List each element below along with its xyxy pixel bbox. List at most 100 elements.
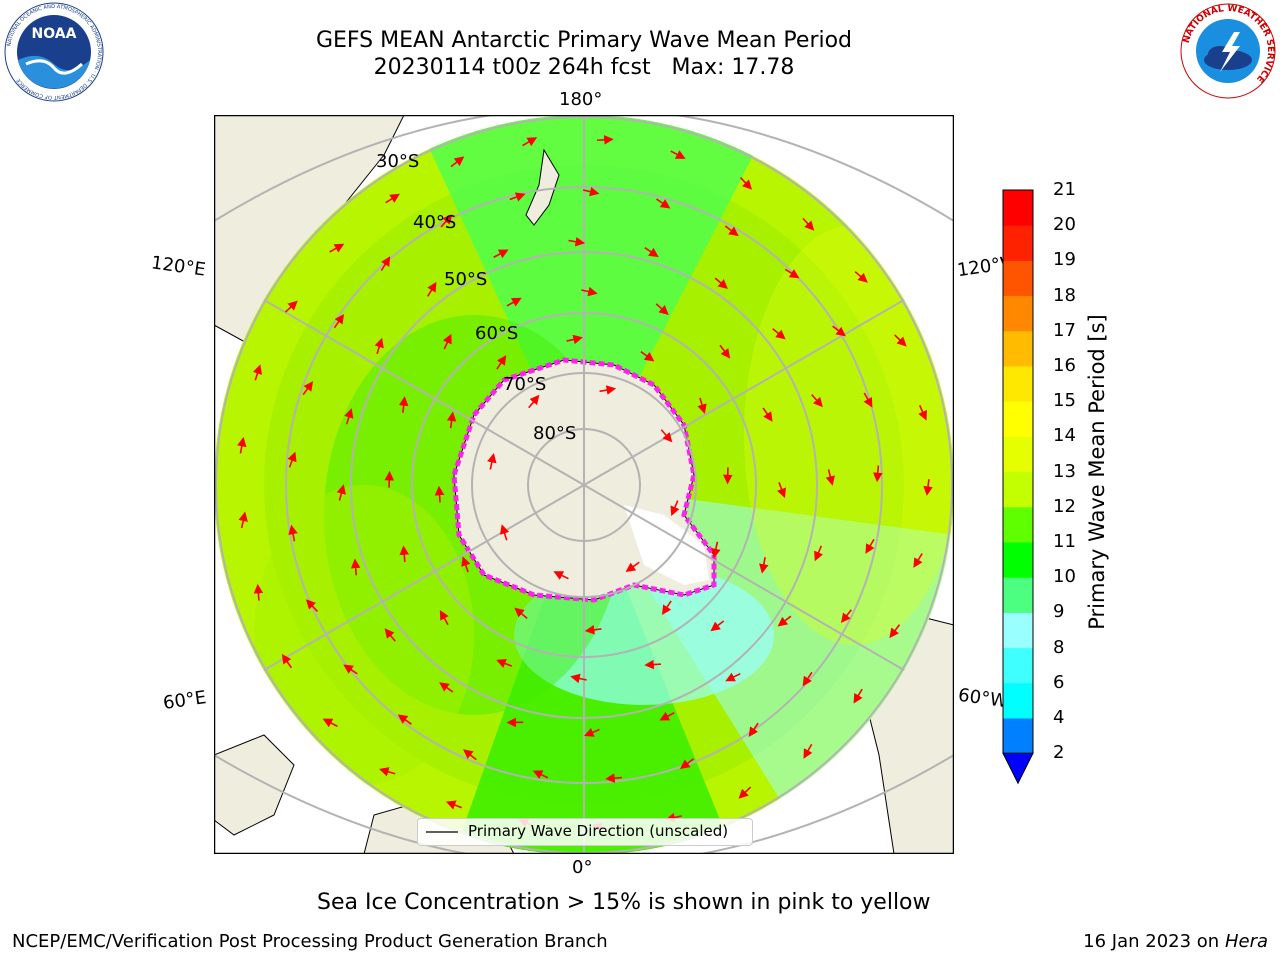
colorbar-segment (1003, 612, 1033, 649)
wave-arrow (439, 610, 449, 626)
colorbar-tick-label: 17 (1053, 319, 1076, 341)
wave-arrow (374, 337, 384, 355)
wave-arrow (343, 664, 358, 675)
lon-label-180: 180° (559, 89, 603, 110)
wave-arrow (532, 770, 549, 780)
wave-arrow (584, 625, 602, 635)
colorbar-segment (1003, 190, 1033, 226)
wave-arrow (840, 609, 852, 624)
wave-arrow (399, 545, 410, 563)
colorbar-tick-label: 16 (1053, 355, 1076, 376)
date-text: 16 Jan 2023 on (1083, 931, 1225, 952)
run-date: 16 Jan 2023 on Hera (1083, 931, 1268, 952)
wave-arrow (725, 672, 741, 682)
wave-arrow (918, 404, 927, 421)
wave-arrow (493, 249, 509, 259)
colorbar-tick-label: 6 (1053, 671, 1065, 693)
wave-arrow (803, 743, 813, 759)
wave-arrow (336, 484, 346, 501)
wave-arrow (719, 344, 731, 359)
noaa-logo: NOAA NATIONAL OCEANIC AND ATMOSPHERIC AD… (4, 2, 104, 102)
wave-arrow (499, 524, 510, 541)
colorbar-tick-label: 21 (1053, 179, 1076, 200)
lon-label-0: 0° (572, 857, 593, 878)
wave-arrow (379, 767, 396, 777)
wave-arrow (287, 451, 297, 468)
wave-arrow (724, 225, 739, 237)
colorbar-tick-label: 14 (1053, 425, 1076, 447)
wave-arrow (237, 436, 247, 454)
new-zealand (525, 148, 560, 226)
wave-arrow (599, 385, 617, 395)
colorbar-tick-label: 19 (1053, 249, 1076, 271)
wave-arrow (670, 500, 680, 517)
lat-label-60s: 60°S (475, 323, 519, 344)
wave-arrow (570, 673, 587, 684)
machine-name: Hera (1224, 931, 1268, 952)
wave-arrow (568, 236, 586, 247)
wave-arrow (923, 479, 933, 496)
colorbar-tick-label: 18 (1053, 284, 1076, 306)
credit-line: NCEP/EMC/Verification Post Processing Pr… (12, 931, 608, 952)
wave-arrow (656, 198, 671, 209)
colorbar-segment (1003, 647, 1033, 684)
lat-label-80s: 80°S (533, 423, 577, 444)
wave-arrow (333, 313, 345, 329)
wave-arrow (582, 186, 600, 197)
wave-arrow (322, 718, 338, 728)
wave-arrow (872, 465, 883, 483)
nws-logo: NATIONAL WEATHER SERVICE (1180, 3, 1276, 99)
colorbar-tick-label: 4 (1053, 707, 1065, 728)
wave-arrow (832, 325, 846, 337)
wave-arrow (802, 671, 813, 687)
wave-arrow (398, 396, 409, 413)
wave-arrow (397, 714, 412, 725)
wave-arrow (854, 271, 868, 283)
chart-subtitle: 20230114 t00z 264h fcst Max: 17.78 (373, 55, 795, 80)
colorbar-tick-label: 10 (1053, 566, 1076, 588)
colorbar-tick-label: 2 (1053, 742, 1065, 764)
wave-arrow (714, 277, 728, 290)
wave-arrow (584, 727, 600, 737)
wave-arrow (748, 722, 759, 737)
wave-arrow (759, 557, 769, 574)
wave-arrow (427, 281, 437, 297)
colorbar-tick-label: 11 (1053, 531, 1076, 552)
wave-arrow (252, 364, 263, 381)
wave-arrow (380, 256, 391, 271)
wave-arrow (238, 511, 248, 529)
wave-arrow (802, 217, 815, 231)
colorbar-segment (1003, 260, 1033, 297)
wave-arrow (461, 556, 471, 573)
colorbar-segment (1003, 330, 1033, 367)
colorbar-tick-label: 9 (1053, 601, 1065, 623)
colorbar-tick-label: 8 (1053, 636, 1065, 658)
wave-arrow (487, 453, 497, 470)
wave-arrow (463, 749, 477, 761)
wave-arrow (496, 659, 513, 668)
wave-arrow (506, 297, 522, 307)
wave-direction-arrows (237, 135, 933, 833)
map-legend: Primary Wave Direction (unscaled) (417, 818, 753, 846)
wave-arrow (738, 786, 752, 799)
wave-arrow (644, 247, 659, 258)
lat-label-30s: 30°S (376, 151, 420, 172)
wave-arrow (655, 303, 669, 315)
wave-arrow (528, 394, 540, 409)
lon-label-60e: 60°E (161, 687, 208, 714)
wave-arrow (710, 620, 725, 632)
colorbar-label: Primary Wave Mean Period [s] (1085, 314, 1109, 630)
colorbar-segment (1003, 577, 1033, 613)
legend-label: Primary Wave Direction (unscaled) (468, 822, 729, 840)
colorbar-segment (1003, 718, 1033, 754)
wave-arrow (762, 407, 773, 422)
lat-label-70s: 70°S (503, 374, 547, 395)
colorbar-tick-label: 15 (1053, 390, 1076, 412)
wave-arrow (439, 682, 454, 693)
wave-arrow (711, 541, 721, 559)
colorbar-extend-triangle (1002, 752, 1034, 785)
colorbar-segment (1003, 682, 1033, 719)
wave-arrow (913, 553, 923, 568)
wave-arrow (625, 561, 640, 573)
wave-arrow (660, 429, 673, 443)
